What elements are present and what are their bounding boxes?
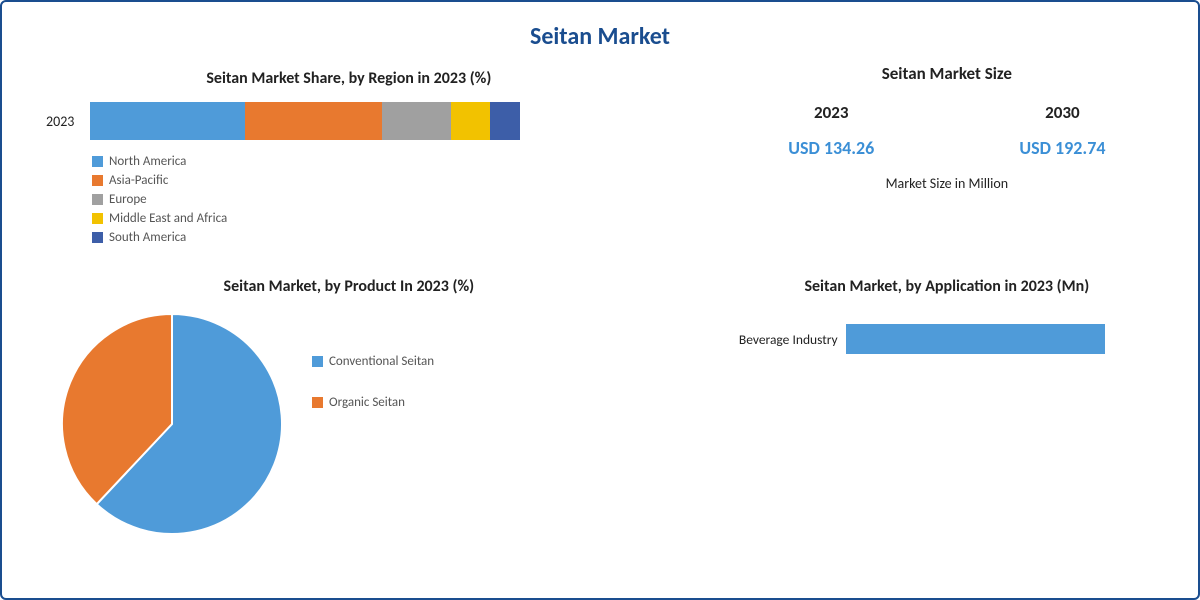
- legend-swatch: [92, 232, 103, 243]
- legend-swatch: [312, 356, 323, 367]
- legend-item: Europe: [92, 192, 292, 207]
- top-row: Seitan Market Share, by Region in 2023 (…: [2, 61, 1198, 249]
- legend-label: Europe: [109, 192, 147, 207]
- legend-item: Middle East and Africa: [92, 211, 292, 226]
- legend-label: Conventional Seitan: [329, 354, 434, 369]
- region-share-segment: [490, 102, 520, 140]
- product-pie-panel: Seitan Market, by Product In 2023 (%) Co…: [2, 277, 696, 534]
- region-share-segment: [245, 102, 383, 140]
- market-size-year-b: 2030: [1045, 102, 1079, 123]
- market-size-value-b: USD 192.74: [1019, 137, 1105, 159]
- product-pie-legend: Conventional Seitan Organic Seitan: [312, 354, 434, 436]
- legend-item: North America: [92, 154, 292, 169]
- region-share-year-label: 2023: [46, 113, 90, 130]
- legend-label: North America: [109, 154, 186, 169]
- market-size-year-a: 2023: [814, 102, 848, 123]
- legend-item: South America: [92, 230, 292, 245]
- legend-label: South America: [109, 230, 186, 245]
- market-size-caption: Market Size in Million: [716, 175, 1178, 192]
- legend-item: Asia-Pacific: [92, 173, 292, 188]
- market-size-panel: Seitan Market Size 2023 2030 USD 134.26 …: [696, 61, 1198, 249]
- region-share-bar-area: 2023: [22, 102, 676, 140]
- page-title: Seitan Market: [2, 22, 1198, 51]
- legend-item: Conventional Seitan: [312, 354, 434, 369]
- market-size-value-a: USD 134.26: [788, 137, 874, 159]
- hbar-track: [846, 324, 1178, 354]
- legend-label: Middle East and Africa: [109, 211, 227, 226]
- bottom-row: Seitan Market, by Product In 2023 (%) Co…: [2, 277, 1198, 534]
- application-bar-panel: Seitan Market, by Application in 2023 (M…: [696, 277, 1198, 534]
- application-bar-chart: Beverage Industry: [716, 324, 1178, 354]
- legend-swatch: [92, 175, 103, 186]
- hbar-row: Beverage Industry: [716, 324, 1178, 354]
- region-share-segment: [451, 102, 490, 140]
- hbar-label: Beverage Industry: [716, 331, 846, 348]
- region-share-title: Seitan Market Share, by Region in 2023 (…: [22, 69, 676, 88]
- legend-swatch: [92, 213, 103, 224]
- product-pie-chart: [62, 314, 282, 534]
- region-share-stacked-bar: [90, 102, 520, 140]
- legend-swatch: [312, 397, 323, 408]
- legend-label: Asia-Pacific: [109, 173, 168, 188]
- legend-swatch: [92, 194, 103, 205]
- region-share-panel: Seitan Market Share, by Region in 2023 (…: [2, 61, 696, 249]
- region-share-segment: [382, 102, 451, 140]
- hbar-fill: [846, 324, 1105, 354]
- region-share-legend: North America Asia-Pacific Europe Middle Ea…: [22, 154, 482, 249]
- application-bar-title: Seitan Market, by Application in 2023 (M…: [716, 277, 1178, 296]
- legend-swatch: [92, 156, 103, 167]
- legend-label: Organic Seitan: [329, 395, 405, 410]
- market-size-title: Seitan Market Size: [716, 63, 1178, 84]
- product-pie-title: Seitan Market, by Product In 2023 (%): [22, 277, 676, 296]
- region-share-segment: [90, 102, 245, 140]
- legend-item: Organic Seitan: [312, 395, 434, 410]
